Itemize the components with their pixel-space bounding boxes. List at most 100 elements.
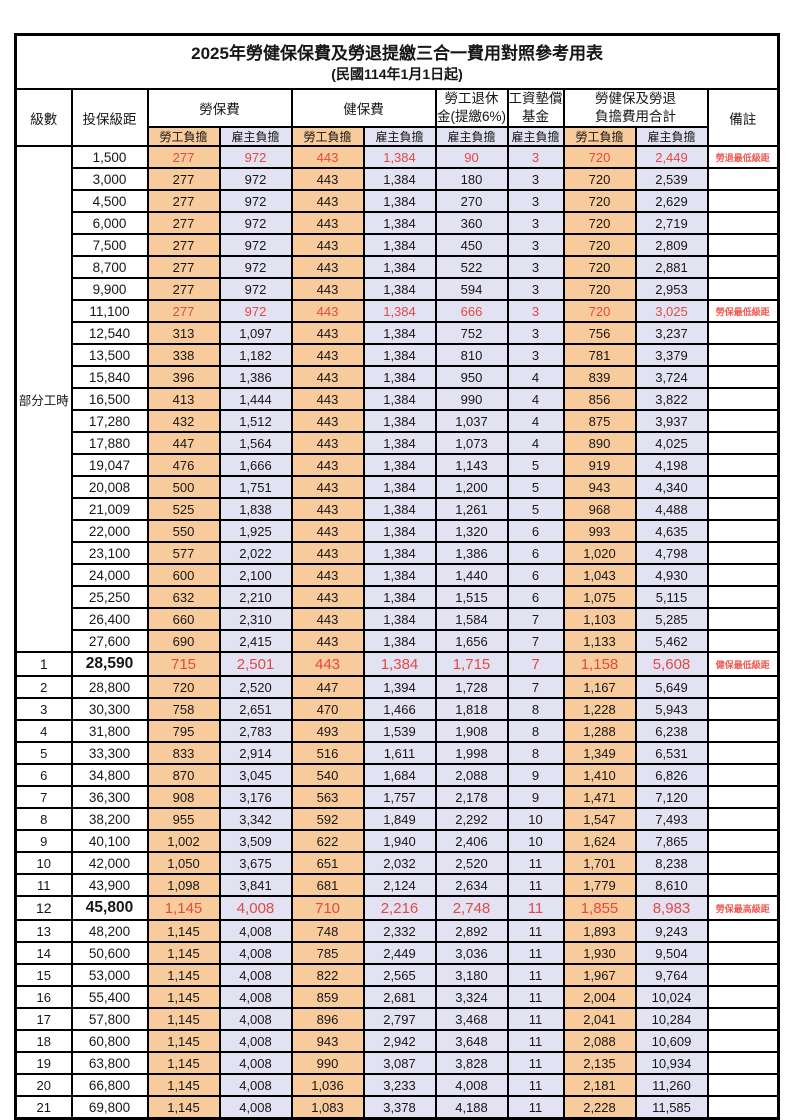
pension-employer-cell: 1,200 bbox=[434, 475, 509, 500]
health-employee-cell: 681 bbox=[290, 873, 365, 898]
remark-cell bbox=[706, 277, 780, 302]
labor-employee-cell: 1,145 bbox=[146, 941, 221, 966]
labor-employer-cell: 3,176 bbox=[218, 785, 293, 810]
total-employee-cell: 1,158 bbox=[562, 651, 637, 678]
insured-bracket-cell: 31,800 bbox=[70, 719, 149, 744]
total-employer-cell: 2,881 bbox=[634, 255, 709, 280]
grade-cell: 4 bbox=[14, 719, 73, 744]
insured-bracket-cell: 9,900 bbox=[70, 277, 149, 302]
pension-employer-cell: 3,324 bbox=[434, 985, 509, 1010]
total-employee-cell: 890 bbox=[562, 431, 637, 456]
total-employer-cell: 10,284 bbox=[634, 1007, 709, 1032]
labor-employer-cell: 1,097 bbox=[218, 321, 293, 346]
arrears-employer-cell: 11 bbox=[506, 963, 565, 988]
labor-employee-cell: 715 bbox=[146, 651, 221, 678]
remark-cell bbox=[706, 629, 780, 654]
health-employee-cell: 710 bbox=[290, 895, 365, 922]
grade-cell: 2 bbox=[14, 675, 73, 700]
pension-employer-cell: 270 bbox=[434, 189, 509, 214]
arrears-employer-cell: 8 bbox=[506, 697, 565, 722]
total-employee-cell: 2,135 bbox=[562, 1051, 637, 1076]
labor-employee-cell: 632 bbox=[146, 585, 221, 610]
insured-bracket-cell: 69,800 bbox=[70, 1095, 149, 1120]
health-employer-cell: 2,449 bbox=[362, 941, 437, 966]
health-employer-cell: 1,384 bbox=[362, 563, 437, 588]
pension-employer-cell: 1,386 bbox=[434, 541, 509, 566]
labor-employee-cell: 413 bbox=[146, 387, 221, 412]
remark-cell bbox=[706, 585, 780, 610]
insured-bracket-cell: 33,300 bbox=[70, 741, 149, 766]
remark-cell bbox=[706, 851, 780, 876]
page-title: 2025年勞健保保費及勞退提繳三合一費用對照參考用表 bbox=[191, 43, 603, 63]
grade-cell: 13 bbox=[14, 919, 73, 944]
health-employer-cell: 1,384 bbox=[362, 387, 437, 412]
insured-bracket-cell: 3,000 bbox=[70, 167, 149, 192]
total-employee-cell: 856 bbox=[562, 387, 637, 412]
health-employer-cell: 1,384 bbox=[362, 145, 437, 170]
pension-employer-cell: 1,515 bbox=[434, 585, 509, 610]
total-employer-cell: 11,260 bbox=[634, 1073, 709, 1098]
health-employee-cell: 443 bbox=[290, 321, 365, 346]
grade-cell: 3 bbox=[14, 697, 73, 722]
header-health-fee: 健保費 bbox=[290, 87, 437, 129]
total-employer-cell: 2,719 bbox=[634, 211, 709, 236]
labor-employee-cell: 1,098 bbox=[146, 873, 221, 898]
remark-cell: 勞保最低級距 bbox=[706, 299, 780, 324]
total-employee-cell: 2,228 bbox=[562, 1095, 637, 1120]
insured-bracket-cell: 57,800 bbox=[70, 1007, 149, 1032]
pension-employer-cell: 810 bbox=[434, 343, 509, 368]
insured-bracket-cell: 20,008 bbox=[70, 475, 149, 500]
arrears-employer-cell: 6 bbox=[506, 541, 565, 566]
table-row: 19 63,800 1,145 4,008 990 3,087 3,828 11 2,135 10… bbox=[14, 1051, 780, 1076]
arrears-employer-cell: 11 bbox=[506, 851, 565, 876]
health-employee-cell: 563 bbox=[290, 785, 365, 810]
total-employer-cell: 8,983 bbox=[634, 895, 709, 922]
table-row: 21,009 525 1,838 443 1,384 1,261 5 968 4,488 bbox=[16, 497, 780, 522]
remark-cell bbox=[706, 519, 780, 544]
labor-employer-cell: 4,008 bbox=[218, 895, 293, 922]
labor-employee-cell: 1,145 bbox=[146, 1007, 221, 1032]
grade-cell: 10 bbox=[14, 851, 73, 876]
health-employer-cell: 2,797 bbox=[362, 1007, 437, 1032]
total-employer-cell: 10,024 bbox=[634, 985, 709, 1010]
total-employee-cell: 919 bbox=[562, 453, 637, 478]
insured-bracket-cell: 50,600 bbox=[70, 941, 149, 966]
health-employee-cell: 592 bbox=[290, 807, 365, 832]
health-employee-cell: 443 bbox=[290, 607, 365, 632]
grade-cell: 5 bbox=[14, 741, 73, 766]
premium-comparison-table: 2025年勞健保保費及勞退提繳三合一費用對照參考用表 (民國114年1月1日起)… bbox=[14, 33, 781, 1120]
total-employer-cell: 3,379 bbox=[634, 343, 709, 368]
health-employee-cell: 943 bbox=[290, 1029, 365, 1054]
insured-bracket-cell: 40,100 bbox=[70, 829, 149, 854]
labor-employer-cell: 4,008 bbox=[218, 941, 293, 966]
labor-employer-cell: 3,342 bbox=[218, 807, 293, 832]
pension-employer-cell: 2,520 bbox=[434, 851, 509, 876]
health-employer-cell: 1,384 bbox=[362, 189, 437, 214]
total-employee-cell: 1,020 bbox=[562, 541, 637, 566]
health-employee-cell: 859 bbox=[290, 985, 365, 1010]
table-row: 20,008 500 1,751 443 1,384 1,200 5 943 4,340 bbox=[16, 475, 780, 500]
arrears-employer-cell: 7 bbox=[506, 675, 565, 700]
total-employee-cell: 1,624 bbox=[562, 829, 637, 854]
pension-employer-cell: 1,261 bbox=[434, 497, 509, 522]
labor-employer-cell: 3,841 bbox=[218, 873, 293, 898]
total-employer-cell: 11,585 bbox=[634, 1095, 709, 1120]
total-employer-cell: 5,285 bbox=[634, 607, 709, 632]
pension-employer-cell: 180 bbox=[434, 167, 509, 192]
insured-bracket-cell: 4,500 bbox=[70, 189, 149, 214]
remark-cell bbox=[706, 365, 780, 390]
health-employer-cell: 3,087 bbox=[362, 1051, 437, 1076]
labor-employee-cell: 277 bbox=[146, 255, 221, 280]
arrears-employer-cell: 7 bbox=[506, 651, 565, 678]
remark-cell bbox=[706, 453, 780, 478]
total-employee-cell: 720 bbox=[562, 299, 637, 324]
table-row: 16 55,400 1,145 4,008 859 2,681 3,324 11 2,004 10… bbox=[14, 985, 780, 1010]
table-row: 11 43,900 1,098 3,841 681 2,124 2,634 11 1,779 8,… bbox=[14, 873, 780, 898]
table-row: 9 40,100 1,002 3,509 622 1,940 2,406 10 1,624 7,8… bbox=[14, 829, 780, 854]
grade-cell: 21 bbox=[14, 1095, 73, 1120]
health-employee-cell: 443 bbox=[290, 299, 365, 324]
health-employer-cell: 1,384 bbox=[362, 453, 437, 478]
labor-employee-cell: 955 bbox=[146, 807, 221, 832]
table-row: 15 53,000 1,145 4,008 822 2,565 3,180 11 1,967 9,… bbox=[14, 963, 780, 988]
